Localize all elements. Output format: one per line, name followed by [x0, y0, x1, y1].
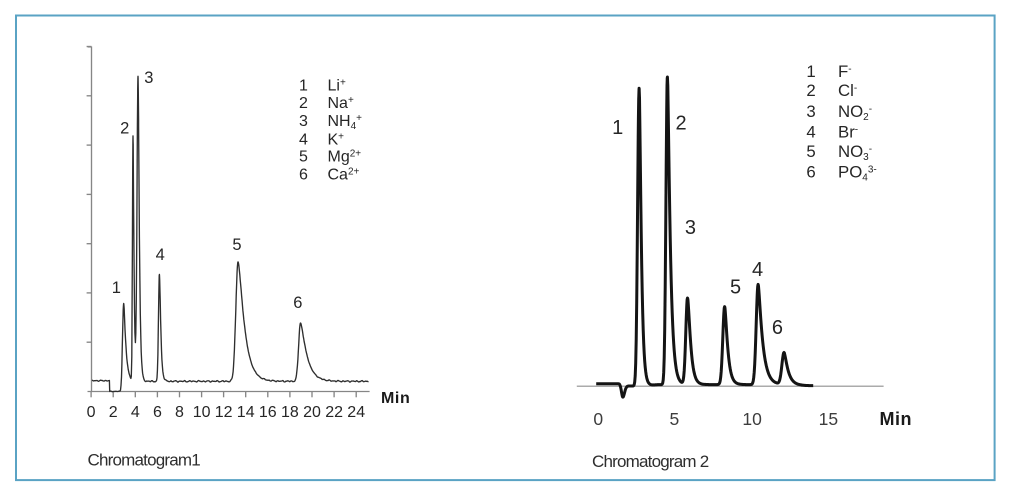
svg-text:NO2-: NO2- — [838, 102, 872, 123]
svg-text:Mg2+: Mg2+ — [328, 149, 362, 166]
svg-text:0: 0 — [593, 409, 603, 429]
svg-text:1: 1 — [112, 279, 121, 297]
svg-text:20: 20 — [303, 404, 321, 421]
svg-text:22: 22 — [325, 404, 343, 421]
svg-text:1: 1 — [612, 117, 623, 139]
svg-text:NO3-: NO3- — [838, 142, 872, 163]
svg-text:3: 3 — [299, 113, 308, 130]
svg-text:4: 4 — [752, 259, 763, 281]
svg-text:18: 18 — [281, 404, 299, 421]
svg-text:15: 15 — [819, 409, 838, 429]
svg-text:16: 16 — [259, 404, 277, 421]
svg-text:6: 6 — [806, 163, 815, 182]
svg-text:K+: K+ — [328, 132, 345, 149]
svg-text:5: 5 — [299, 149, 308, 166]
svg-text:10: 10 — [193, 404, 211, 421]
svg-text:5: 5 — [730, 277, 741, 299]
svg-text:4: 4 — [299, 132, 308, 149]
svg-text:4: 4 — [156, 246, 165, 264]
svg-text:3: 3 — [685, 217, 696, 239]
svg-text:Br-: Br- — [838, 123, 858, 142]
svg-text:Chromatogram1: Chromatogram1 — [88, 451, 201, 470]
svg-text:1: 1 — [299, 77, 308, 94]
svg-text:2: 2 — [806, 81, 815, 100]
svg-text:14: 14 — [237, 404, 255, 421]
svg-text:6: 6 — [299, 167, 308, 184]
svg-text:Li+: Li+ — [328, 77, 346, 94]
svg-text:0: 0 — [87, 404, 96, 421]
svg-text:Chromatogram 2: Chromatogram 2 — [592, 452, 709, 471]
svg-text:8: 8 — [175, 404, 184, 421]
svg-text:6: 6 — [293, 294, 302, 312]
svg-text:4: 4 — [806, 123, 815, 142]
svg-text:5: 5 — [670, 409, 680, 429]
svg-text:PO43-: PO43- — [838, 163, 877, 184]
svg-text:6: 6 — [153, 404, 162, 421]
svg-text:5: 5 — [232, 236, 241, 254]
svg-text:10: 10 — [742, 409, 762, 429]
svg-text:5: 5 — [806, 142, 815, 161]
svg-text:Min: Min — [880, 409, 913, 429]
svg-text:Na+: Na+ — [328, 95, 354, 112]
svg-text:6: 6 — [772, 317, 783, 339]
svg-text:12: 12 — [215, 404, 233, 421]
svg-text:Ca2+: Ca2+ — [328, 167, 360, 184]
svg-text:2: 2 — [675, 113, 686, 135]
svg-text:24: 24 — [347, 404, 365, 421]
svg-text:1: 1 — [806, 62, 815, 81]
svg-text:4: 4 — [131, 404, 140, 421]
svg-text:Cl-: Cl- — [838, 81, 857, 100]
svg-text:3: 3 — [144, 69, 153, 87]
svg-text:2: 2 — [120, 120, 129, 138]
svg-text:3: 3 — [806, 102, 815, 121]
svg-text:Min: Min — [381, 390, 410, 407]
svg-text:2: 2 — [109, 404, 118, 421]
svg-text:NH4+: NH4+ — [328, 113, 363, 132]
svg-text:F-: F- — [838, 62, 852, 81]
svg-text:2: 2 — [299, 95, 308, 112]
